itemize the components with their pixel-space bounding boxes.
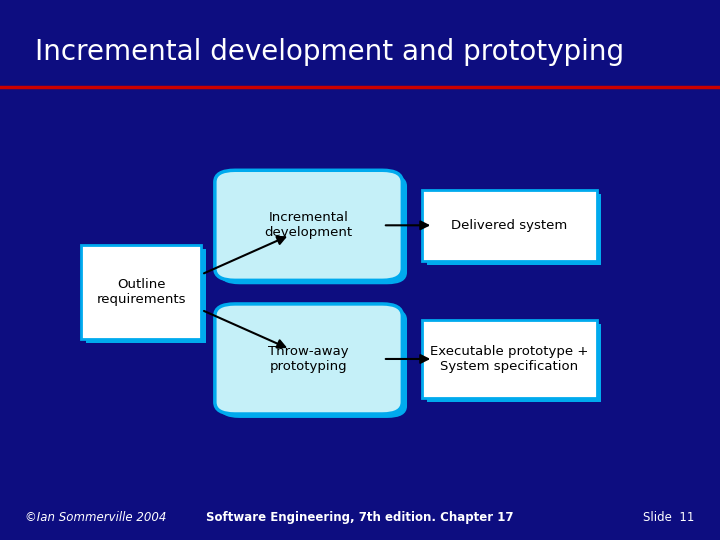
Text: Throw-away
prototyping: Throw-away prototyping bbox=[269, 345, 349, 373]
Text: Slide  11: Slide 11 bbox=[644, 511, 695, 524]
FancyBboxPatch shape bbox=[423, 190, 596, 261]
Text: Delivered system: Delivered system bbox=[451, 219, 567, 232]
FancyBboxPatch shape bbox=[423, 320, 596, 399]
Text: Executable prototype +
System specification: Executable prototype + System specificat… bbox=[431, 345, 589, 373]
FancyBboxPatch shape bbox=[427, 194, 601, 265]
Text: Incremental development and prototyping: Incremental development and prototyping bbox=[35, 38, 624, 66]
FancyBboxPatch shape bbox=[86, 249, 206, 343]
Text: Outline
requirements: Outline requirements bbox=[96, 278, 186, 306]
Text: Incremental
development: Incremental development bbox=[264, 211, 353, 239]
FancyBboxPatch shape bbox=[220, 308, 407, 418]
Text: Software Engineering, 7th edition. Chapter 17: Software Engineering, 7th edition. Chapt… bbox=[206, 511, 514, 524]
Text: ©Ian Sommerville 2004: ©Ian Sommerville 2004 bbox=[25, 511, 166, 524]
FancyBboxPatch shape bbox=[215, 170, 402, 280]
FancyBboxPatch shape bbox=[427, 323, 601, 402]
FancyBboxPatch shape bbox=[215, 304, 402, 414]
FancyBboxPatch shape bbox=[81, 245, 202, 339]
FancyBboxPatch shape bbox=[220, 174, 407, 284]
